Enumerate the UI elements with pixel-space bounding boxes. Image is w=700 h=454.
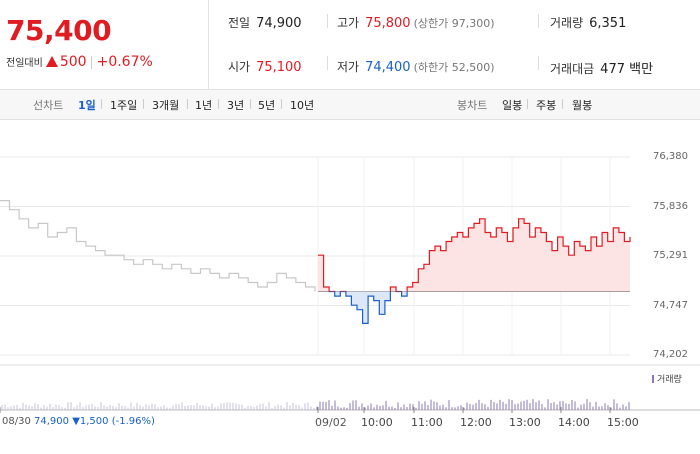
prev-day-date: 08/30 (2, 416, 31, 427)
tab-1y[interactable]: 1년 (195, 99, 213, 112)
tab-1d[interactable]: 1일 (78, 99, 96, 112)
y-tick-label: 75,836 (653, 200, 688, 212)
today-down-area (334, 291, 408, 324)
chart-period-tabs: 선차트 1일 1주일 3개월 1년 3년 5년 10년 봉차트 일봉 주봉 월봉 (0, 90, 700, 120)
prev-close-value: 74,900 (256, 16, 302, 31)
prev-day-change: ▼1,500 (72, 416, 109, 427)
volume-value: 6,351 (589, 16, 627, 31)
tab-weekly[interactable]: 주봉 (536, 99, 557, 112)
x-tick-label: 11:00 (411, 416, 443, 429)
tab-daily[interactable]: 일봉 (502, 99, 523, 112)
x-tick-label: 15:00 (607, 416, 639, 429)
price-box: 75,400 전일대비 500 | +0.67% (0, 0, 209, 89)
x-tick-label: 10:00 (361, 416, 393, 429)
lower-limit: (하한가 52,500) (413, 61, 495, 74)
tab-1w[interactable]: 1주일 (110, 99, 138, 112)
divider: | (89, 55, 94, 69)
quote-header: 75,400 전일대비 500 | +0.67% 전일 74,900 고가 75,800(… (0, 0, 700, 90)
upper-limit: (상한가 97,300) (413, 17, 495, 30)
low-label: 저가 (337, 60, 360, 74)
line-chart-label: 선차트 (33, 99, 64, 112)
prev-day-line (0, 200, 316, 292)
y-tick-label: 76,380 (653, 151, 688, 162)
change-percent: +0.67% (96, 54, 153, 70)
change-row: 전일대비 500 | +0.67% (6, 54, 153, 70)
high-label: 고가 (337, 16, 360, 30)
intraday-chart (0, 120, 700, 450)
change-label: 전일대비 (6, 58, 43, 69)
prev-close-label: 전일 (228, 16, 251, 30)
tab-3m[interactable]: 3개월 (152, 99, 180, 112)
volume-legend-label: 거래량 (657, 375, 682, 385)
today-up-line (318, 218, 631, 292)
trade-value: 477 백만 (600, 62, 654, 77)
candle-chart-label: 봉차트 (457, 99, 488, 112)
price-chart-svg (0, 156, 700, 413)
x-tick-label: 09/02 (315, 416, 347, 429)
tab-3y[interactable]: 3년 (227, 99, 245, 112)
trade-value-label: 거래대금 (550, 62, 595, 76)
volume-swatch (652, 375, 654, 383)
open-label: 시가 (228, 60, 251, 74)
prev-close-metric: 전일 74,900 (228, 14, 302, 31)
y-tick-label: 74,747 (653, 299, 688, 311)
tab-10y[interactable]: 10년 (290, 99, 315, 112)
current-price: 75,400 (6, 14, 112, 47)
today-down-line (328, 291, 408, 324)
trade-value-metric: 거래대금 477 백만 (550, 58, 653, 77)
open-metric: 시가 75,100 (228, 58, 302, 75)
tab-monthly[interactable]: 월봉 (572, 99, 593, 112)
prev-day-info: 08/30 74,900 ▼1,500 (-1.96%) (2, 416, 155, 427)
volume-label: 거래량 (550, 16, 584, 30)
prev-day-pct: (-1.96%) (111, 416, 155, 427)
up-triangle-icon (45, 56, 58, 67)
prev-day-close: 74,900 (34, 416, 70, 427)
low-value: 74,400 (365, 60, 411, 75)
x-tick-label: 12:00 (460, 416, 492, 429)
today-up-area (318, 218, 630, 292)
x-tick-label: 13:00 (509, 416, 541, 429)
volume-legend: 거래량 (652, 372, 682, 385)
tab-5y[interactable]: 5년 (258, 99, 276, 112)
change-amount: 500 (59, 54, 87, 70)
high-metric: 고가 75,800 (상한가 97,300) (337, 14, 495, 31)
open-value: 75,100 (256, 60, 302, 75)
x-tick-label: 14:00 (558, 416, 590, 429)
y-tick-label: 75,291 (653, 250, 688, 261)
y-tick-label: 74,202 (653, 349, 688, 360)
volume-metric: 거래량 6,351 (550, 14, 626, 31)
low-metric: 저가 74,400 (하한가 52,500) (337, 58, 495, 75)
high-value: 75,800 (365, 16, 411, 31)
